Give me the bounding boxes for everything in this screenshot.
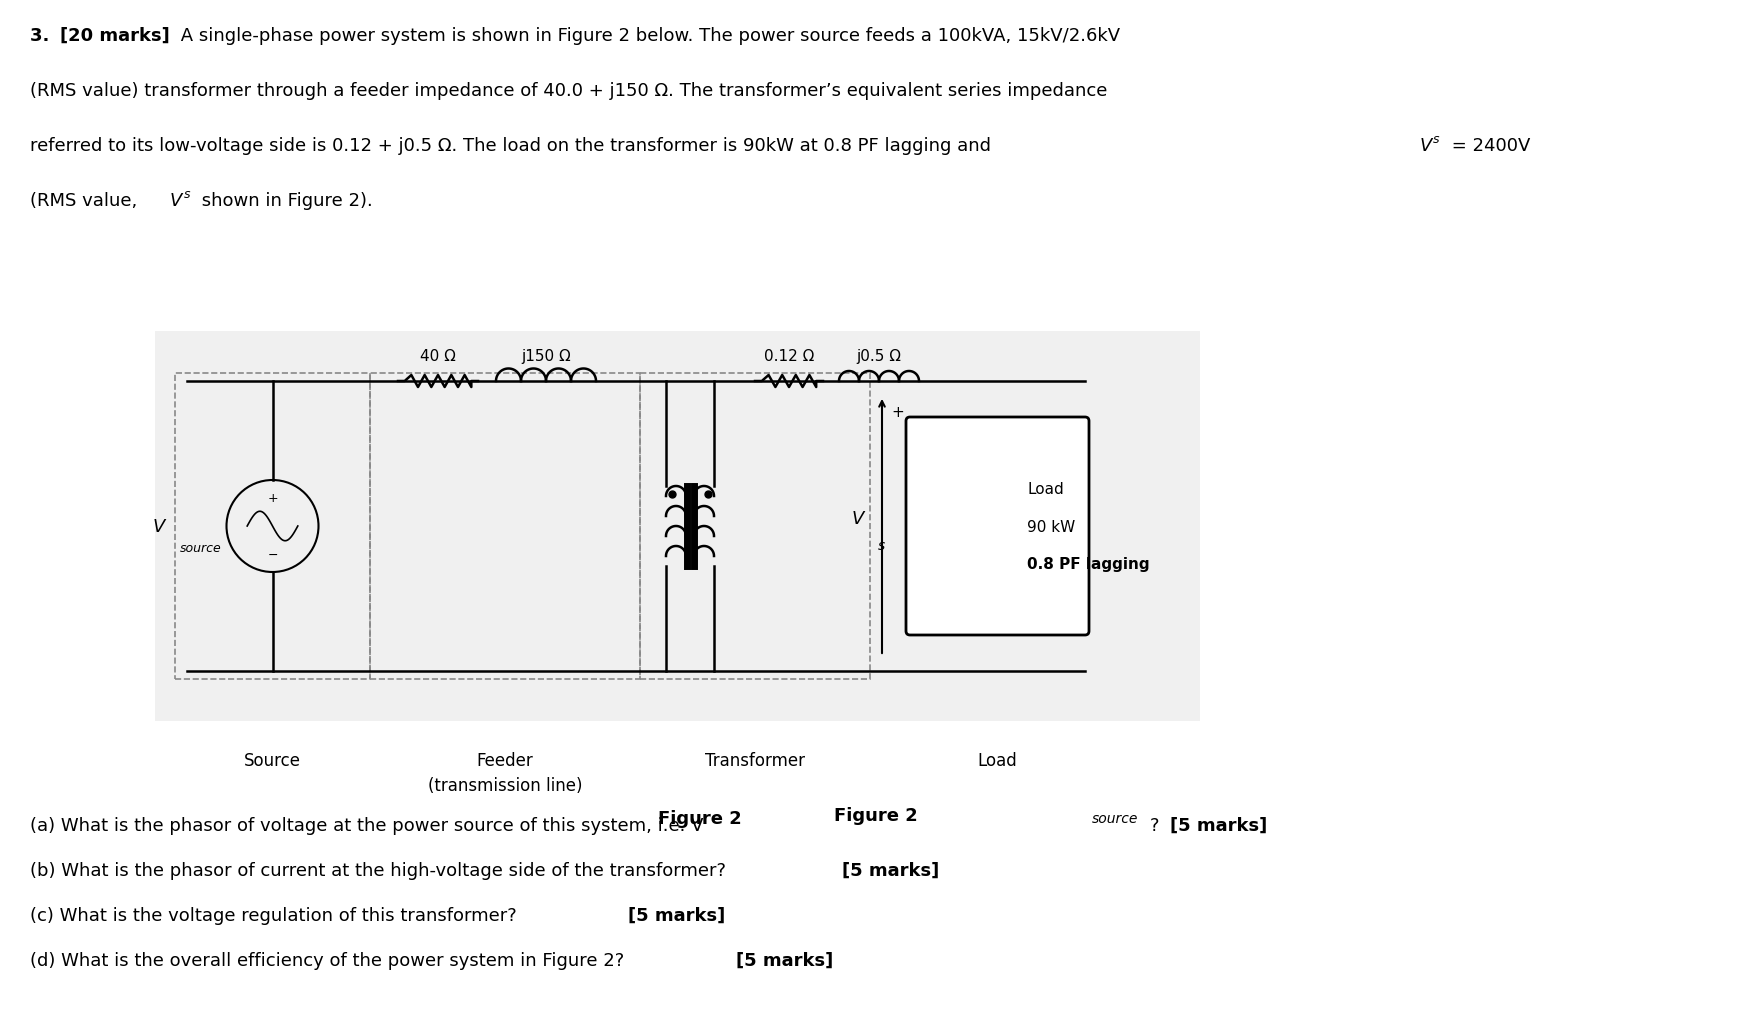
Bar xyxy=(370,374,639,679)
Text: shown in Figure 2).: shown in Figure 2). xyxy=(196,192,373,210)
Text: s: s xyxy=(878,539,885,552)
Text: [20 marks]: [20 marks] xyxy=(60,27,170,44)
Bar xyxy=(639,374,871,679)
Text: j150 Ω: j150 Ω xyxy=(520,349,571,364)
Text: referred to its low-voltage side is 0.12 + j0.5 Ω. The load on the transformer i: referred to its low-voltage side is 0.12… xyxy=(30,136,997,155)
Text: j0.5 Ω: j0.5 Ω xyxy=(857,349,902,364)
Text: (RMS value,: (RMS value, xyxy=(30,192,144,210)
Text: 40 Ω: 40 Ω xyxy=(420,349,456,364)
Text: −: − xyxy=(268,549,279,561)
Text: Transformer: Transformer xyxy=(704,751,804,769)
Text: [5 marks]: [5 marks] xyxy=(843,861,939,880)
Text: +: + xyxy=(268,491,279,504)
Text: Figure 2: Figure 2 xyxy=(659,809,741,827)
Text: [5 marks]: [5 marks] xyxy=(1170,816,1267,834)
Text: Load: Load xyxy=(1027,481,1063,496)
Text: [5 marks]: [5 marks] xyxy=(627,906,725,924)
Text: (transmission line): (transmission line) xyxy=(427,776,582,795)
Text: +: + xyxy=(892,404,904,420)
Text: Load: Load xyxy=(978,751,1018,769)
Text: V: V xyxy=(1421,136,1433,155)
Text: Feeder: Feeder xyxy=(477,751,533,769)
Text: V: V xyxy=(851,510,864,528)
Text: 3.: 3. xyxy=(30,27,56,44)
Text: Figure 2: Figure 2 xyxy=(834,806,918,824)
Text: = 2400V: = 2400V xyxy=(1445,136,1531,155)
Text: (RMS value) transformer through a feeder impedance of 40.0 + j150 Ω. The transfo: (RMS value) transformer through a feeder… xyxy=(30,82,1107,100)
Text: 0.8 PF lagging: 0.8 PF lagging xyxy=(1027,557,1149,572)
Text: V: V xyxy=(152,518,165,536)
Text: V: V xyxy=(170,192,182,210)
Text: source: source xyxy=(1091,811,1139,825)
Text: source: source xyxy=(180,542,223,554)
Text: s: s xyxy=(1433,132,1440,146)
Text: ?: ? xyxy=(1149,816,1170,834)
Text: (c) What is the voltage regulation of this transformer?: (c) What is the voltage regulation of th… xyxy=(30,906,529,924)
Bar xyxy=(154,332,1200,721)
Text: A single-phase power system is shown in Figure 2 below. The power source feeds a: A single-phase power system is shown in … xyxy=(175,27,1120,44)
Text: s: s xyxy=(184,188,191,201)
Text: (b) What is the phasor of current at the high-voltage side of the transformer?: (b) What is the phasor of current at the… xyxy=(30,861,732,880)
Text: [5 marks]: [5 marks] xyxy=(736,951,834,969)
Text: 0.12 Ω: 0.12 Ω xyxy=(764,349,815,364)
Bar xyxy=(175,374,370,679)
Text: (d) What is the overall efficiency of the power system in Figure 2?: (d) What is the overall efficiency of th… xyxy=(30,951,636,969)
Text: (a) What is the phasor of voltage at the power source of this system, i.e. V: (a) What is the phasor of voltage at the… xyxy=(30,816,704,834)
Text: Source: Source xyxy=(244,751,301,769)
FancyBboxPatch shape xyxy=(906,418,1090,635)
Text: 90 kW: 90 kW xyxy=(1027,519,1076,534)
